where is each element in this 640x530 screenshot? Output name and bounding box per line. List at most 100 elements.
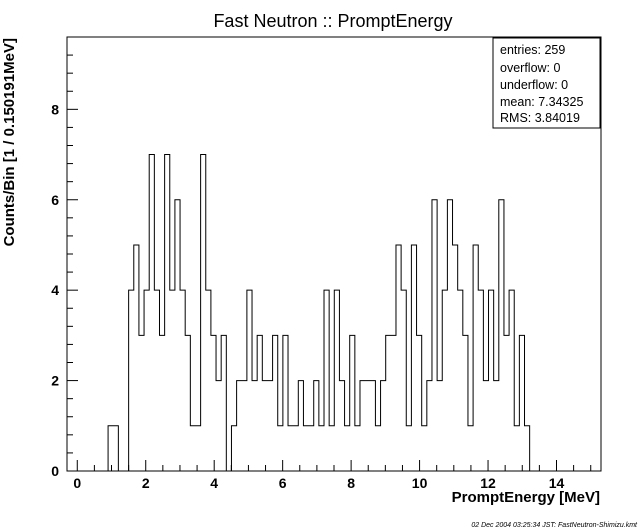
histogram-bin [355,426,360,471]
histogram-bin [324,290,329,471]
histogram-bin [350,335,355,471]
histogram-bin [437,381,442,471]
histogram-bin [334,290,339,471]
stats-mean: mean: 7.34325 [500,95,583,109]
stats-rms: RMS: 3.84019 [500,111,580,125]
y-axis-label: Counts/Bin [1 / 0.150191MeV] [1,38,18,246]
histogram-bin [144,290,149,471]
histogram-bin [432,200,437,471]
histogram-bin [494,381,499,471]
histogram-bin [113,426,118,471]
histogram-bin [185,335,190,471]
histogram-bin [339,381,344,471]
histogram-bin [411,245,416,471]
histogram-bin [288,426,293,471]
histogram-bin [489,290,494,471]
histogram-bin [303,426,308,471]
histogram-bin [211,335,216,471]
histogram-bin [468,426,473,471]
histogram-bin [267,381,272,471]
y-tick-label: 2 [51,373,59,389]
histogram-bin [453,245,458,471]
histogram-bin [427,381,432,471]
histogram-bin [221,335,226,471]
stats-entries: entries: 259 [500,43,565,57]
histogram-bin [257,335,262,471]
histogram-outline [107,154,531,472]
histogram-bin [375,426,380,471]
y-tick-label: 8 [51,101,59,117]
histogram-bin [422,426,427,471]
histogram-bin [417,335,422,471]
histogram-bin [278,426,283,471]
x-tick-label: 6 [279,475,287,491]
histogram-bin [262,381,267,471]
histogram-bin [345,426,350,471]
stats-box: entries: 259 overflow: 0 underflow: 0 me… [492,37,601,129]
histogram-bin [525,426,530,471]
histogram-bin [499,200,504,471]
histogram-bin [514,426,519,471]
histogram-bin [134,245,139,471]
histogram-bin [237,381,242,471]
histogram-bin [216,381,221,471]
histogram-bin [463,335,468,471]
stats-overflow: overflow: 0 [500,61,560,75]
histogram-bin [195,426,200,471]
histogram-bin [247,290,252,471]
histogram-bin [129,290,134,471]
y-tick-label: 4 [51,282,59,298]
x-axis-label: PromptEnergy [MeV] [452,489,600,506]
stats-underflow: underflow: 0 [500,78,568,92]
footer-timestamp: 02 Dec 2004 03:25:34 JST: FastNeutron-Sh… [471,522,638,529]
histogram-bin [447,200,452,471]
histogram-bin [293,426,298,471]
histogram-bin [319,426,324,471]
histogram-bin [201,155,206,471]
histogram-bin [401,290,406,471]
tick-labels: 0 2 4 6 8 10 12 14 0 2 4 6 8 [51,101,564,491]
x-tick-label: 10 [412,475,428,491]
histogram-bin [108,426,113,471]
histogram-bin [149,155,154,471]
histogram-bin [283,335,288,471]
histogram-bin [442,290,447,471]
histogram-bin [329,426,334,471]
histogram-bin [370,381,375,471]
histogram-bin [391,335,396,471]
histogram-bin [273,335,278,471]
chart-title: Fast Neutron :: PromptEnergy [213,11,452,31]
histogram-bin [386,335,391,471]
x-tick-label: 2 [142,475,150,491]
histogram-bin [509,290,514,471]
x-tick-label: 14 [549,475,565,491]
histogram-bin [309,426,314,471]
histogram-bin [396,245,401,471]
histogram-bin [504,335,509,471]
histogram-bin [165,155,170,471]
x-tick-label: 12 [480,475,496,491]
histogram-bin [406,426,411,471]
histogram-bin [483,381,488,471]
histogram-bin [478,290,483,471]
histogram-bin [365,381,370,471]
histogram-bin [473,245,478,471]
histogram-bin [231,426,236,471]
x-tick-label: 8 [347,475,355,491]
histogram-bin [458,290,463,471]
histogram-bin [314,381,319,471]
histogram-bin [190,426,195,471]
histogram-bin [206,290,211,471]
stats-box-frame [492,37,601,129]
histogram-bin [159,335,164,471]
histogram-bin [381,381,386,471]
histogram-bin [360,381,365,471]
histogram-bin [139,335,144,471]
histogram-bin [154,290,159,471]
y-tick-label: 6 [51,192,59,208]
histogram-bin [170,290,175,471]
x-tick-label: 0 [73,475,81,491]
x-tick-label: 4 [210,475,218,491]
histogram-bin [175,200,180,471]
